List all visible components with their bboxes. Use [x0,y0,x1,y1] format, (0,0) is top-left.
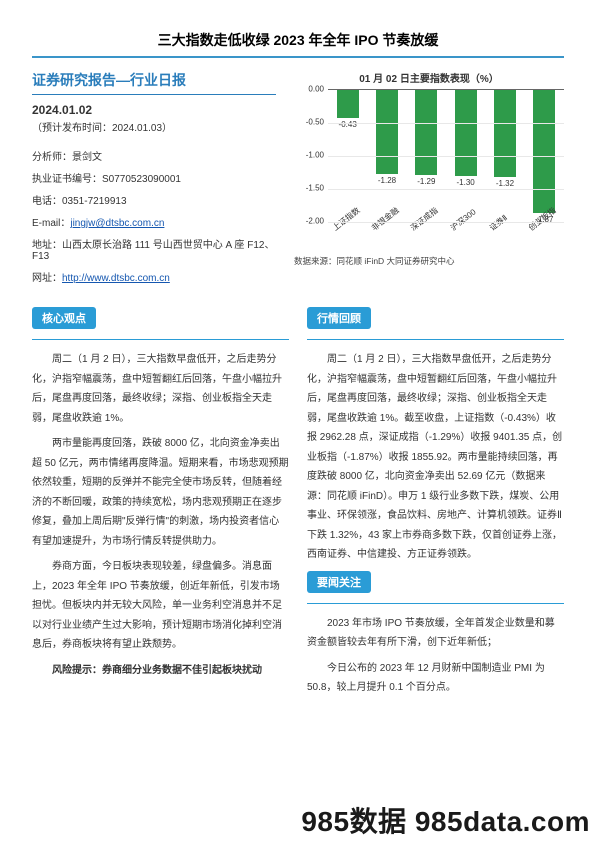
report-type-heading: 证券研究报告—行业日报 [32,70,276,95]
bar-value-label: -1.28 [378,176,396,185]
market-review-header: 行情回顾 [307,307,371,329]
bar-value-label: -1.32 [496,179,514,188]
publish-date: （预计发布时间：2024.01.03） [32,119,276,134]
address-line: 地址：山西太原长治路 111 号山西世贸中心 A 座 F12、F13 [32,236,276,262]
y-tick: -0.50 [306,118,324,127]
email-link[interactable]: jingjw@dtsbc.com.cn [70,218,164,229]
y-tick: 0.00 [308,85,324,94]
website-link[interactable]: http://www.dtsbc.com.cn [62,273,170,284]
website-line: 网址：http://www.dtsbc.com.cn [32,269,276,284]
index-performance-chart: 0.00-0.50-1.00-1.50-2.00 -0.43-1.28-1.29… [294,89,564,249]
email-label: E-mail： [32,218,70,229]
bar-value-label: -0.43 [339,120,357,129]
report-date: 2024.01.02 [32,103,276,117]
y-tick: -1.00 [306,151,324,160]
chart-bar [337,90,359,118]
chart-title: 01 月 02 日主要指数表现（%） [294,70,564,85]
risk-disclosure: 风险提示：券商细分业务数据不佳引起板块扰动 [32,661,289,680]
news-focus-header: 要闻关注 [307,571,371,593]
news-focus-para-2: 今日公布的 2023 年 12 月财新中国制造业 PMI 为 50.8，较上月提… [307,659,564,698]
analyst-label: 分析师： [32,152,72,163]
phone-label: 电话： [32,196,62,207]
email-line: E-mail：jingjw@dtsbc.com.cn [32,214,276,229]
watermark: 985数据 985data.com [301,800,590,840]
gridline [328,189,564,190]
phone-line: 电话：0351-7219913 [32,192,276,207]
risk-text: 券商细分业务数据不佳引起板块扰动 [102,665,262,676]
market-review-para-1: 周二（1 月 2 日），三大指数早盘低开，之后走势分化，沪指窄幅震荡，盘中短暂翻… [307,350,564,565]
website-label: 网址： [32,273,62,284]
title-divider [32,56,564,58]
bar-value-label: -1.30 [457,178,475,187]
gridline [328,156,564,157]
phone-number: 0351-7219913 [62,196,127,207]
core-view-para-2: 两市量能再度回落，跌破 8000 亿，北向资金净卖出超 50 亿元，两市情绪再度… [32,434,289,551]
analyst-line: 分析师：景剑文 [32,148,276,163]
address-text: 山西太原长治路 111 号山西世贸中心 A 座 F12、F13 [32,240,274,262]
bar-value-label: -1.29 [417,177,435,186]
license-line: 执业证书编号：S0770523090001 [32,170,276,185]
address-label: 地址： [32,240,62,251]
core-view-para-3: 券商方面，今日板块表现较差，绿盘偏多。消息面上，2023 年全年 IPO 节奏放… [32,557,289,655]
core-view-para-1: 周二（1 月 2 日），三大指数早盘低开，之后走势分化，沪指窄幅震荡，盘中短暂翻… [32,350,289,428]
y-tick: -1.50 [306,184,324,193]
chart-bar [494,90,516,177]
chart-bar [415,90,437,175]
chart-source: 数据来源：同花顺 iFinD 大同证券研究中心 [294,255,564,267]
chart-bar [533,90,555,213]
y-tick: -2.00 [306,217,324,226]
gridline [328,123,564,124]
license-number: S0770523090001 [102,174,181,185]
analyst-name: 景剑文 [72,152,102,163]
chart-bar [376,90,398,174]
license-label: 执业证书编号： [32,174,102,185]
risk-label: 风险提示： [52,665,102,676]
gridline [328,222,564,223]
chart-bar [455,90,477,176]
news-focus-para-1: 2023 年市场 IPO 节奏放缓，全年首发企业数量和募资金额皆较去年有所下滑，… [307,614,564,653]
page-title: 三大指数走低收绿 2023 年全年 IPO 节奏放缓 [32,30,564,50]
core-view-header: 核心观点 [32,307,96,329]
